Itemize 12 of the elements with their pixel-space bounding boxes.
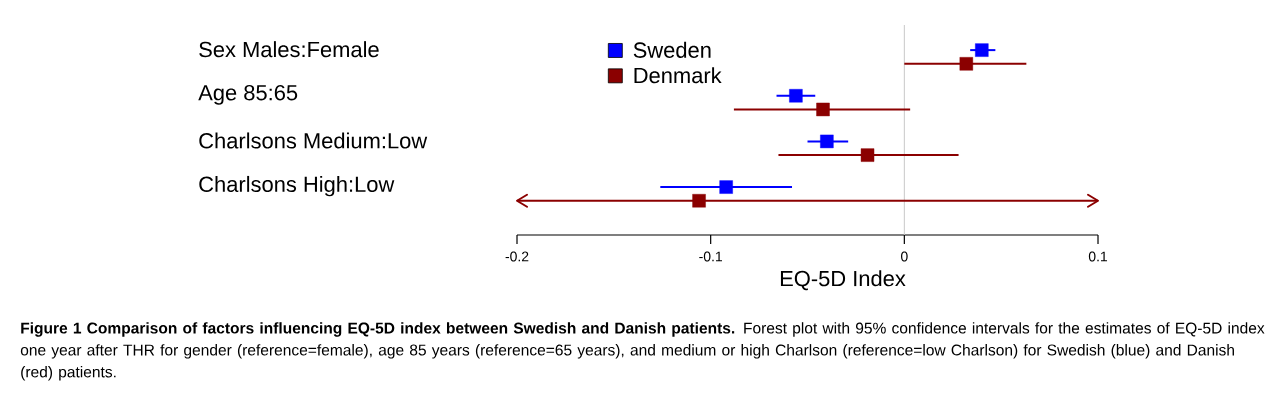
x-tick-label: 0 — [901, 251, 908, 262]
legend-label: Sweden — [633, 41, 711, 58]
y-tick-label: Age 85:65 — [198, 84, 298, 105]
x-tick-label: 0.1 — [1088, 251, 1108, 262]
y-tick-label: Sex Males:Female — [199, 41, 379, 58]
y-tick-label: Charlsons High:Low — [199, 175, 395, 197]
x-tick-label: -0.2 — [505, 251, 529, 262]
legend-label: Denmark — [634, 67, 722, 84]
text: Figure 1 Comparison of factors influencing EQ-5D index between Swedish and Danish patients. Forest plot with 95% confidence intervals for the estimates of EQ-5D index one year after THR for gender (reference=female), age 85 years (reference=65 years), and medium or high Charlson (reference=low Charlson) for Swedish (blue) and Danish (red) patients. — [20, 322, 1265, 381]
y-tick-label: Charlsons Medium:Low — [199, 132, 428, 149]
x-axis-title: EQ-5D Index — [780, 270, 906, 291]
x-tick-label: -0.1 — [699, 251, 723, 262]
